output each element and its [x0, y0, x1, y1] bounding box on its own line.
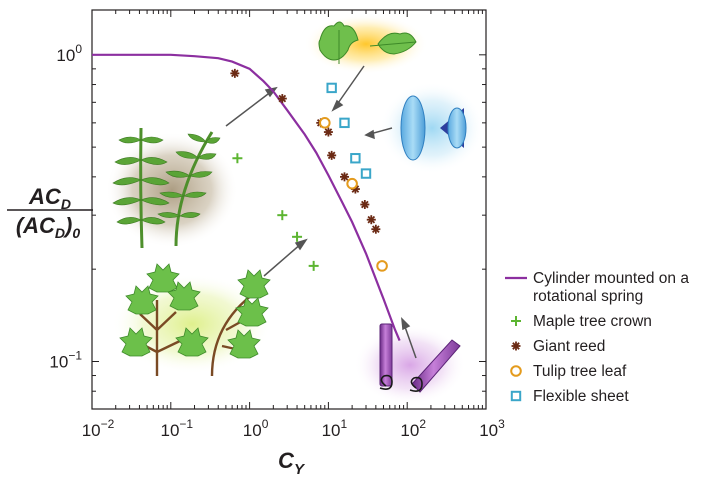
- data-point: [327, 150, 337, 160]
- data-point: [350, 153, 361, 164]
- x-tick-label: 101: [322, 417, 348, 440]
- flexible-sheet-illustration: [380, 82, 484, 174]
- y-axis-title: ACD (ACD)0: [7, 184, 93, 241]
- legend-label: Flexible sheet: [533, 388, 629, 405]
- legend-marker: [510, 390, 522, 402]
- y-title-denominator-sub2: 0: [72, 225, 80, 241]
- y-title-denominator-close: ): [63, 213, 72, 238]
- data-point: [346, 177, 358, 190]
- x-tick-label: 100: [243, 417, 269, 440]
- legend-label: Giant reed: [533, 338, 605, 355]
- data-point: [292, 231, 303, 242]
- data-point: [339, 172, 349, 182]
- legend-item: Tulip tree leaf: [510, 363, 627, 380]
- series-flexible-sheet: [326, 82, 372, 179]
- legend-item: Giant reed: [511, 338, 605, 355]
- star-marker-stroke: [278, 94, 287, 103]
- data-point: [366, 215, 376, 225]
- data-point: [308, 260, 319, 271]
- cylinder-spring-illustration: [354, 323, 466, 405]
- data-point: [277, 210, 288, 221]
- data-point: [339, 117, 350, 129]
- x-tick-label: 103: [479, 417, 505, 440]
- star-marker-stroke: [324, 128, 333, 136]
- data-point: [277, 94, 287, 104]
- data-point: [371, 224, 381, 234]
- series-giant-reed: [230, 68, 381, 234]
- series-tulip-tree-leaf: [318, 117, 388, 272]
- legend-marker: [511, 341, 521, 351]
- star-marker-stroke: [512, 342, 520, 350]
- data-point: [323, 127, 333, 137]
- star-marker-stroke: [372, 225, 380, 234]
- x-tick-label: 102: [400, 417, 426, 440]
- star-marker-stroke: [340, 173, 349, 181]
- series-cylinder-mounted-on-a-rotational-spring-line: [92, 53, 401, 342]
- legend-label: rotational spring: [533, 288, 643, 305]
- star-marker-stroke: [231, 69, 239, 78]
- star-marker-stroke: [367, 215, 376, 224]
- legend-marker: [510, 365, 522, 377]
- axes: 10−2 10−1 100 101 102 103 10−1 100: [49, 9, 505, 440]
- x-title-main: C: [278, 448, 295, 473]
- star-marker-stroke: [351, 185, 360, 193]
- pointer-arrows: [225, 65, 417, 359]
- legend-marker: [511, 316, 521, 326]
- legend-label: Cylinder mounted on a: [533, 270, 689, 287]
- legend-item: Flexible sheet: [510, 388, 629, 405]
- y-title-numerator: AC: [28, 184, 62, 209]
- y-title-denominator-sub: D: [55, 225, 65, 241]
- data-point: [360, 200, 370, 210]
- svg-text:CY: CY: [278, 448, 306, 478]
- y-title-numerator-sub: D: [61, 196, 71, 212]
- data-point: [326, 82, 337, 94]
- tulip-leaf-illustration: [304, 14, 428, 74]
- x-tick-label: 10−1: [160, 417, 193, 440]
- data-point: [360, 168, 372, 179]
- legend-item: Maple tree crown: [511, 313, 652, 330]
- svg-text:(ACD)0: (ACD)0: [16, 213, 81, 241]
- x-tick-label: 10−2: [82, 417, 115, 440]
- y-title-denominator: (AC: [16, 213, 56, 238]
- data-marks: [92, 53, 401, 342]
- svg-text:ACD: ACD: [28, 184, 71, 212]
- data-point: [318, 117, 331, 129]
- data-point: [376, 260, 388, 272]
- legend-label: Maple tree crown: [533, 313, 652, 330]
- series-maple-tree-crown: [232, 153, 319, 271]
- legend-label: Tulip tree leaf: [533, 363, 627, 380]
- data-point: [230, 68, 240, 78]
- illustrations: [106, 14, 484, 405]
- star-marker-stroke: [361, 200, 369, 209]
- star-marker-stroke: [327, 151, 336, 160]
- giant-reed-illustration: [106, 127, 238, 249]
- y-tick-label: 100: [56, 42, 82, 65]
- x-title-sub: Y: [294, 461, 306, 478]
- data-point: [232, 153, 243, 164]
- maple-crown-illustration: [112, 263, 272, 377]
- x-axis-title: CY: [278, 448, 306, 478]
- y-tick-label: 10−1: [49, 348, 82, 371]
